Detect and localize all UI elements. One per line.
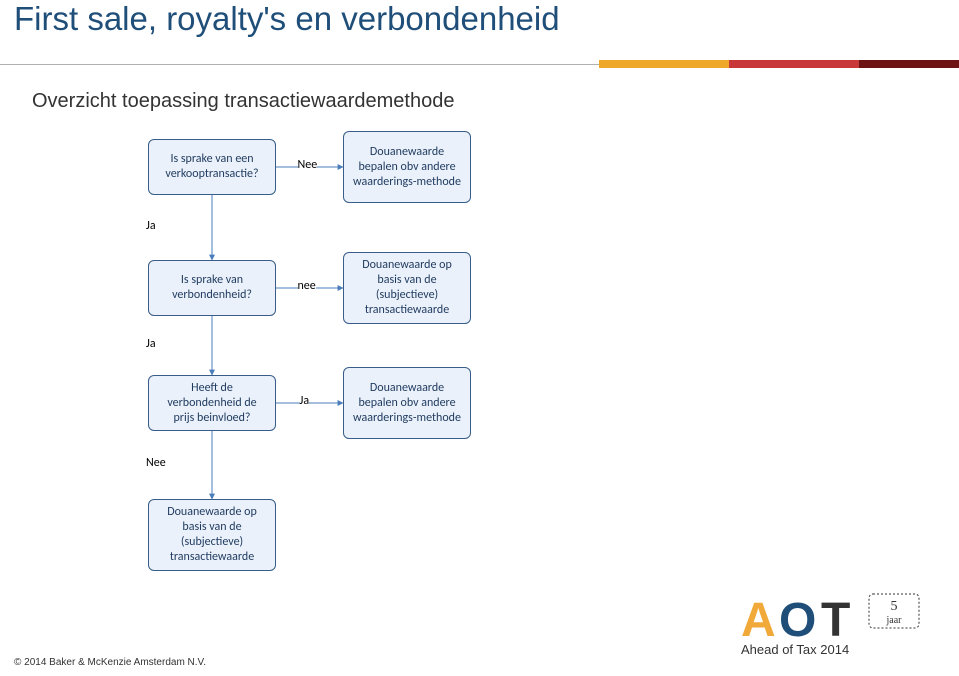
edge-label-nee-2: nee: [298, 280, 316, 292]
edge-label-nee-3: Nee: [146, 457, 166, 469]
svg-text:A: A: [741, 594, 776, 647]
subtitle-text: Overzicht toepassing transactiewaardemet…: [32, 90, 454, 112]
slide-title: First sale, royalty's en verbondenheid: [14, 0, 560, 38]
divider-color: [599, 60, 959, 68]
svg-text:Ahead of Tax 2014: Ahead of Tax 2014: [741, 642, 849, 657]
node-text: Douanewaarde bepalen obv andere waarderi…: [352, 145, 462, 190]
divider-seg-2: [729, 60, 859, 68]
divider-seg-1: [599, 60, 729, 68]
node-text: Is sprake van een verkooptransactie?: [157, 152, 267, 182]
svg-text:O: O: [779, 594, 816, 647]
svg-text:T: T: [821, 594, 850, 647]
copyright: © 2014 Baker & McKenzie Amsterdam N.V.: [14, 657, 206, 668]
node-text: Douanewaarde op basis van de (subjectiev…: [157, 505, 267, 565]
node-text: Douanewaarde op basis van de (subjectiev…: [352, 258, 462, 318]
node-andere-methode-2: Douanewaarde bepalen obv andere waarderi…: [343, 367, 471, 439]
node-andere-methode-1: Douanewaarde bepalen obv andere waarderi…: [343, 131, 471, 203]
logo: AOTAhead of Tax 2014 5jaar: [741, 592, 941, 664]
svg-text:jaar: jaar: [886, 615, 903, 626]
node-verkooptransactie: Is sprake van een verkooptransactie?: [148, 139, 276, 195]
edge-label-ja-1: Ja: [146, 220, 156, 232]
edge-label-ja-2: Ja: [146, 338, 156, 350]
node-verbondenheid: Is sprake van verbondenheid?: [148, 260, 276, 316]
node-text: Heeft de verbondenheid de prijs beinvloe…: [157, 381, 267, 426]
divider: [0, 60, 959, 68]
node-transactiewaarde-1: Douanewaarde op basis van de (subjectiev…: [343, 252, 471, 324]
edge-label-nee-1: Nee: [298, 159, 318, 171]
node-prijs-beinvloed: Heeft de verbondenheid de prijs beinvloe…: [148, 375, 276, 431]
node-text: Is sprake van verbondenheid?: [157, 273, 267, 303]
copyright-text: © 2014 Baker & McKenzie Amsterdam N.V.: [14, 657, 206, 668]
slide-subtitle: Overzicht toepassing transactiewaardemet…: [32, 90, 454, 113]
node-transactiewaarde-2: Douanewaarde op basis van de (subjectiev…: [148, 499, 276, 571]
divider-seg-3: [859, 60, 959, 68]
title-text: First sale, royalty's en verbondenheid: [14, 0, 560, 37]
svg-text:5: 5: [891, 599, 898, 614]
edge-label-ja-3: Ja: [300, 395, 310, 407]
node-text: Douanewaarde bepalen obv andere waarderi…: [352, 381, 462, 426]
